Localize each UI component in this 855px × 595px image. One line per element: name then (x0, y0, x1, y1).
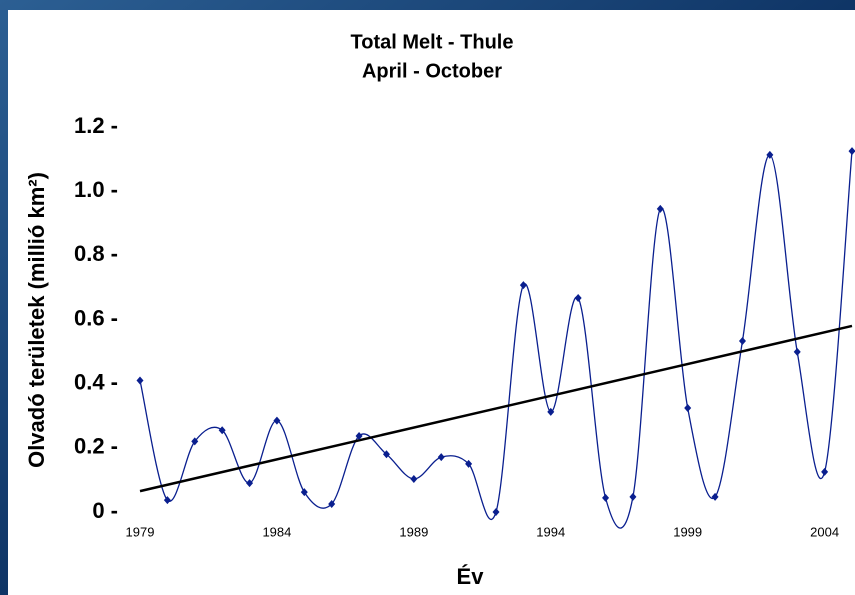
chart-subtitle: April - October (362, 60, 502, 82)
chart-title: Total Melt - Thule (351, 31, 514, 53)
y-tick-label: 0.4 - (74, 369, 118, 394)
x-tick-label: 1979 (126, 524, 155, 539)
page: {"chart_data": {"type": "line", "title":… (0, 0, 855, 595)
x-tick-label: 1984 (262, 524, 291, 539)
y-tick-label: 0.2 - (74, 434, 118, 459)
chart-panel (8, 10, 855, 595)
x-tick-label: 1989 (399, 524, 428, 539)
y-tick-label: 1.0 - (74, 177, 118, 202)
x-tick-label: 1999 (673, 524, 702, 539)
y-tick-label: 0.8 - (74, 241, 118, 266)
x-axis-label: Év (457, 564, 485, 589)
chart: Total Melt - Thule April - October Év Ol… (0, 0, 855, 595)
x-tick-label: 2004 (810, 524, 839, 539)
y-axis-label: Olvadó területek (millió km²) (24, 172, 49, 468)
x-tick-label: 1994 (536, 524, 565, 539)
y-tick-label: 1.2 - (74, 113, 118, 138)
y-tick-label: 0.6 - (74, 305, 118, 330)
y-tick-label: 0 - (92, 498, 118, 523)
